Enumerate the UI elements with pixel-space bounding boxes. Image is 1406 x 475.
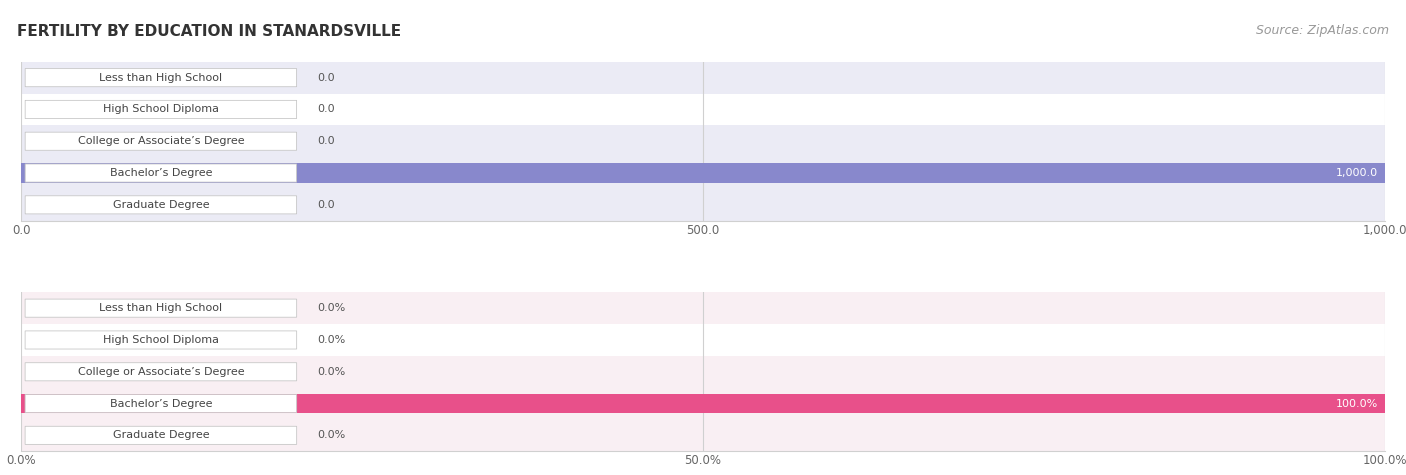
Bar (21, 419, 1385, 451)
Text: 0.0: 0.0 (316, 104, 335, 114)
FancyBboxPatch shape (25, 132, 297, 150)
FancyBboxPatch shape (25, 196, 297, 214)
Text: College or Associate’s Degree: College or Associate’s Degree (77, 367, 245, 377)
Text: 0.0%: 0.0% (316, 335, 346, 345)
Text: 1,000.0: 1,000.0 (1336, 168, 1378, 178)
Text: Bachelor’s Degree: Bachelor’s Degree (110, 399, 212, 408)
FancyBboxPatch shape (25, 100, 297, 118)
FancyBboxPatch shape (25, 426, 297, 445)
Bar (21, 388, 1385, 419)
Bar (21, 125, 1385, 157)
Text: Graduate Degree: Graduate Degree (112, 200, 209, 210)
Text: High School Diploma: High School Diploma (103, 335, 219, 345)
Text: 0.0: 0.0 (316, 136, 335, 146)
Text: Less than High School: Less than High School (100, 73, 222, 83)
Text: Source: ZipAtlas.com: Source: ZipAtlas.com (1256, 24, 1389, 37)
FancyBboxPatch shape (25, 68, 297, 87)
FancyBboxPatch shape (25, 164, 297, 182)
Bar (21, 189, 1385, 221)
Bar (21, 163, 1385, 183)
Text: High School Diploma: High School Diploma (103, 104, 219, 114)
Text: 0.0: 0.0 (316, 200, 335, 210)
Text: 0.0%: 0.0% (316, 367, 346, 377)
Text: 0.0%: 0.0% (316, 430, 346, 440)
Bar (21, 292, 1385, 324)
FancyBboxPatch shape (25, 331, 297, 349)
Bar (21, 94, 1385, 125)
Bar (21, 394, 1385, 413)
Text: FERTILITY BY EDUCATION IN STANARDSVILLE: FERTILITY BY EDUCATION IN STANARDSVILLE (17, 24, 401, 39)
Text: Graduate Degree: Graduate Degree (112, 430, 209, 440)
FancyBboxPatch shape (25, 395, 297, 413)
Text: Bachelor’s Degree: Bachelor’s Degree (110, 168, 212, 178)
Bar (21, 157, 1385, 189)
Text: 0.0: 0.0 (316, 73, 335, 83)
Text: 0.0%: 0.0% (316, 303, 346, 313)
FancyBboxPatch shape (25, 299, 297, 317)
FancyBboxPatch shape (25, 363, 297, 381)
Bar (21, 324, 1385, 356)
Text: College or Associate’s Degree: College or Associate’s Degree (77, 136, 245, 146)
Bar (21, 62, 1385, 94)
Text: Less than High School: Less than High School (100, 303, 222, 313)
Bar (21, 356, 1385, 388)
Text: 100.0%: 100.0% (1336, 399, 1378, 408)
